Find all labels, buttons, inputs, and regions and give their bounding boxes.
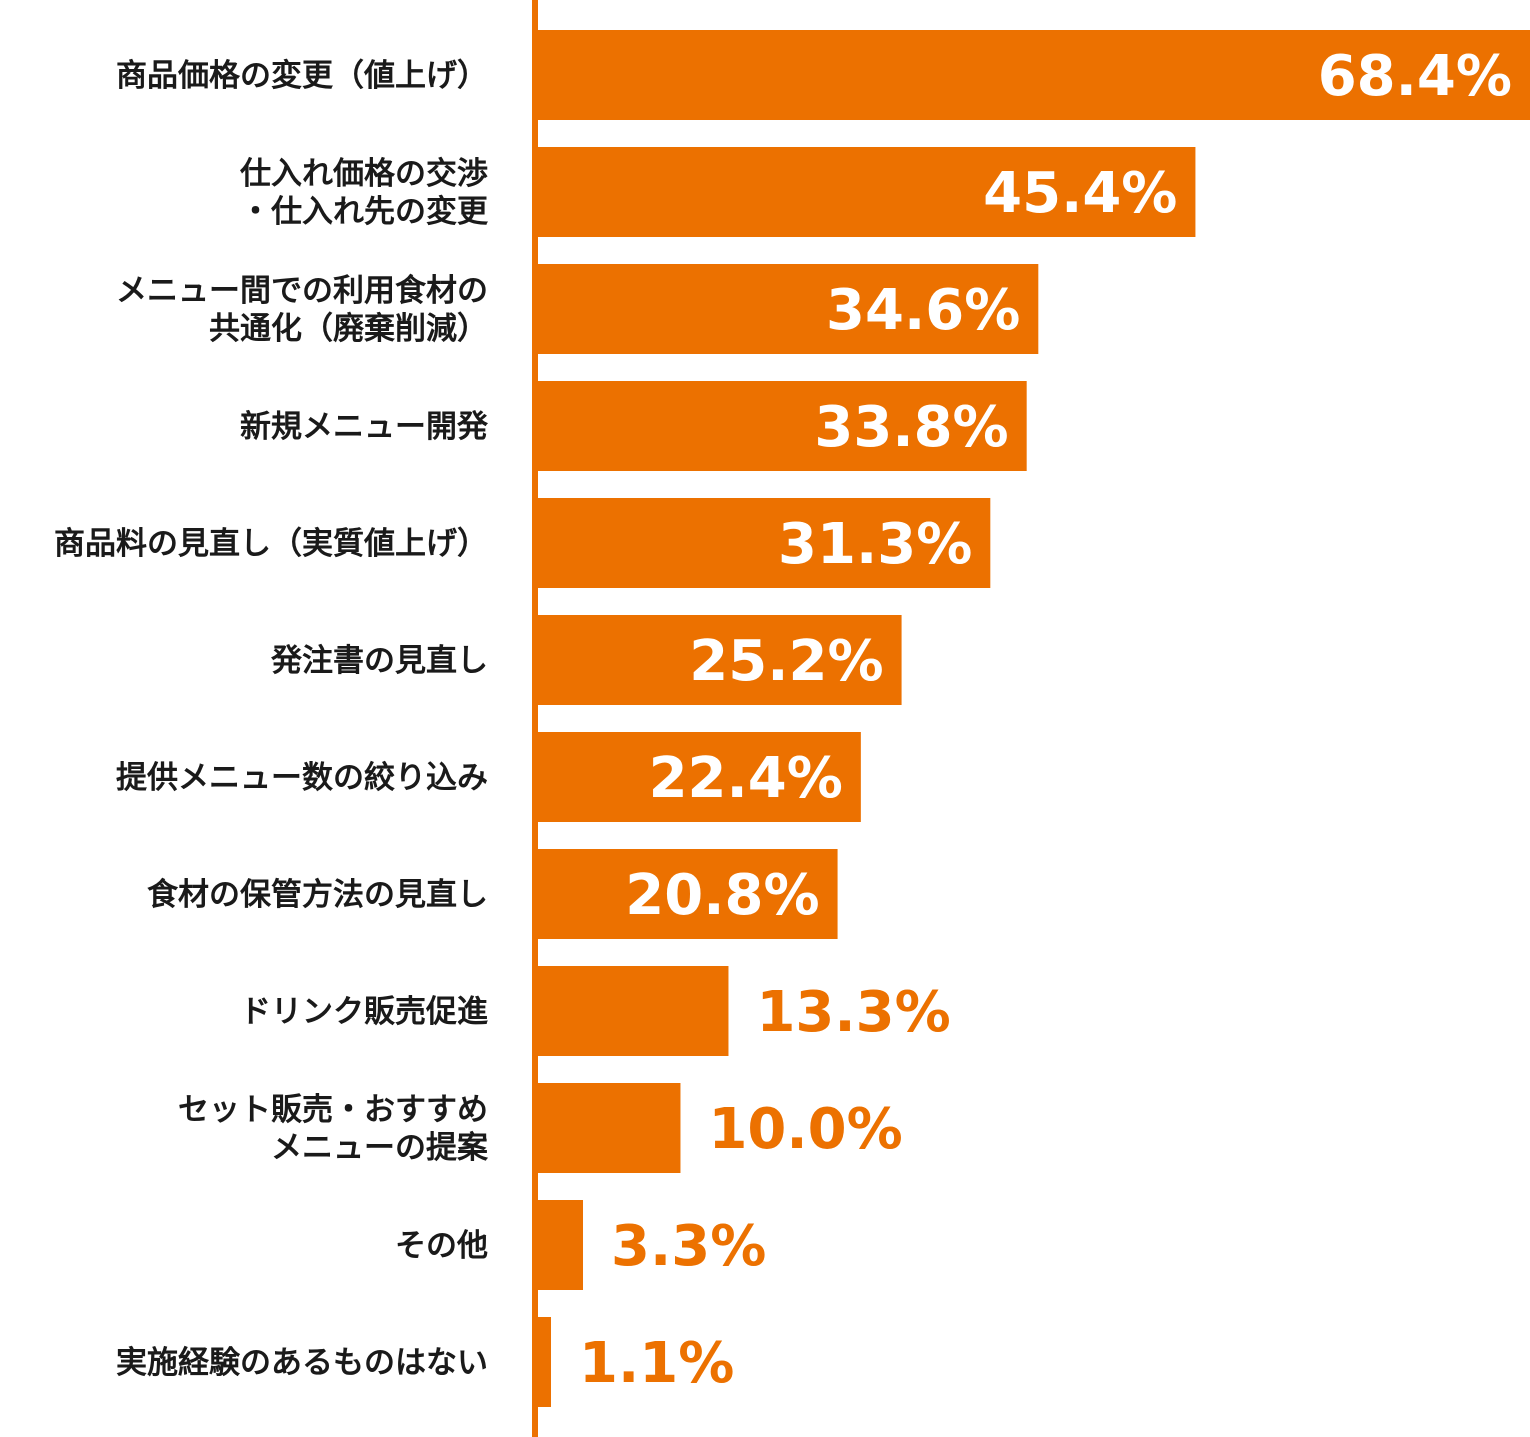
category-label-4: 商品料の見直し（実質値上げ） [54, 526, 488, 562]
category-label-10: その他 [395, 1228, 488, 1264]
category-label-8: ドリンク販売促進 [240, 994, 488, 1030]
category-label-line: 共通化（廃棄削減） [209, 311, 488, 347]
value-label-2: 34.6% [826, 278, 1020, 343]
category-label-6: 提供メニュー数の絞り込み [116, 760, 488, 796]
value-label-3: 33.8% [814, 395, 1008, 460]
category-label-line: メニューの提案 [271, 1130, 489, 1166]
category-label-line: 商品料の見直し（実質値上げ） [54, 526, 488, 562]
value-label-11: 1.1% [579, 1331, 734, 1396]
category-label-7: 食材の保管方法の見直し [147, 877, 488, 913]
bar-4 [535, 498, 991, 588]
bar-9 [535, 1083, 681, 1173]
value-label-1: 45.4% [983, 161, 1177, 226]
bar-2 [535, 264, 1039, 354]
bar-0 [535, 30, 1530, 120]
category-label-2: メニュー間での利用食材の共通化（廃棄削減） [116, 273, 488, 347]
bar-7 [535, 849, 838, 939]
category-label-3: 新規メニュー開発 [240, 409, 489, 445]
value-label-6: 22.4% [649, 746, 843, 811]
category-label-line: 提供メニュー数の絞り込み [116, 760, 488, 796]
category-label-line: 商品価格の変更（値上げ） [116, 58, 488, 94]
category-label-5: 発注書の見直し [270, 643, 488, 679]
bar-5 [535, 615, 902, 705]
value-label-4: 31.3% [778, 512, 972, 577]
value-label-9: 10.0% [708, 1097, 902, 1162]
category-label-line: 食材の保管方法の見直し [147, 877, 488, 913]
category-label-line: 仕入れ価格の交渉 [240, 156, 488, 192]
value-label-10: 3.3% [611, 1214, 766, 1279]
category-label-line: 発注書の見直し [270, 643, 488, 679]
category-label-line: 実施経験のあるものはない [116, 1345, 488, 1381]
category-label-line: セット販売・おすすめ [178, 1092, 488, 1128]
bar-3 [535, 381, 1027, 471]
value-label-7: 20.8% [625, 863, 819, 928]
category-label-9: セット販売・おすすめメニューの提案 [178, 1092, 489, 1166]
bar-1 [535, 147, 1196, 237]
category-labels-group: 商品価格の変更（値上げ） 仕入れ価格の交渉・仕入れ先の変更メニュー間での利用食材の… [54, 58, 489, 1381]
category-label-line: 新規メニュー開発 [240, 409, 489, 445]
bar-8 [535, 966, 729, 1056]
category-label-line: ドリンク販売促進 [240, 994, 488, 1030]
value-label-8: 13.3% [756, 980, 950, 1045]
category-label-1: 仕入れ価格の交渉・仕入れ先の変更 [240, 156, 489, 230]
bar-10 [535, 1200, 584, 1290]
value-labels-group: 68.4% 45.4% 34.6% 33.8% 31.3% 25.2% 22.4% 20.8%… [579, 44, 1512, 1396]
category-label-line: ・仕入れ先の変更 [240, 194, 489, 230]
bar-11 [535, 1317, 552, 1407]
value-label-5: 25.2% [689, 629, 883, 694]
category-label-line: メニュー間での利用食材の [116, 273, 488, 309]
category-label-11: 実施経験のあるものはない [116, 1345, 488, 1381]
value-label-0: 68.4% [1318, 44, 1512, 109]
bars-group [535, 30, 1530, 1407]
category-label-0: 商品価格の変更（値上げ） [116, 58, 488, 94]
bar-6 [535, 732, 861, 822]
category-label-line: その他 [395, 1228, 488, 1264]
